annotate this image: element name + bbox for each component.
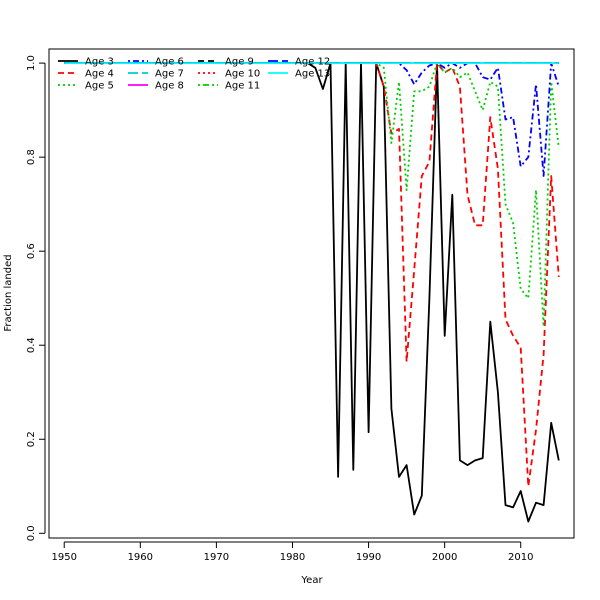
legend-label: Age 10 bbox=[225, 69, 260, 80]
legend-label: Age 8 bbox=[155, 81, 184, 92]
x-tick-label: 2010 bbox=[508, 552, 533, 563]
legend-label: Age 13 bbox=[295, 69, 330, 80]
series-line-age-4 bbox=[64, 62, 560, 488]
series-line-age-3 bbox=[64, 62, 560, 523]
y-tick-label: 0.8 bbox=[26, 149, 37, 165]
x-axis-title: Year bbox=[300, 575, 323, 586]
legend-label: Age 5 bbox=[85, 81, 114, 92]
x-tick-label: 1970 bbox=[204, 552, 229, 563]
series-line-age-6 bbox=[64, 62, 560, 177]
x-axis: 1950 1960 1970 1980 1990 2000 2010 bbox=[51, 541, 533, 563]
plot-frame bbox=[48, 48, 575, 539]
x-tick-label: 1950 bbox=[51, 552, 76, 563]
x-tick-label: 1960 bbox=[128, 552, 153, 563]
x-tick-label: 1980 bbox=[280, 552, 305, 563]
y-tick-label: 0.0 bbox=[26, 525, 37, 541]
series-layer bbox=[64, 62, 560, 523]
y-tick-label: 1.0 bbox=[26, 55, 37, 71]
y-axis-title: Fraction landed bbox=[3, 254, 14, 331]
legend-label: Age 7 bbox=[155, 69, 184, 80]
legend-label: Age 9 bbox=[225, 57, 254, 68]
legend-label: Age 4 bbox=[85, 69, 114, 80]
series-line-age-5 bbox=[64, 62, 560, 328]
x-tick-label: 2000 bbox=[432, 552, 457, 563]
legend-label: Age 6 bbox=[155, 57, 184, 68]
x-tick-label: 1990 bbox=[356, 552, 381, 563]
y-tick-label: 0.4 bbox=[26, 337, 37, 353]
legend-label: Age 3 bbox=[85, 57, 114, 68]
legend-label: Age 11 bbox=[225, 81, 260, 92]
y-axis: 0.0 0.2 0.4 0.6 0.8 1.0 bbox=[26, 55, 46, 541]
legend-label: Age 12 bbox=[295, 57, 330, 68]
y-tick-label: 0.2 bbox=[26, 431, 37, 447]
y-tick-label: 0.6 bbox=[26, 243, 37, 259]
